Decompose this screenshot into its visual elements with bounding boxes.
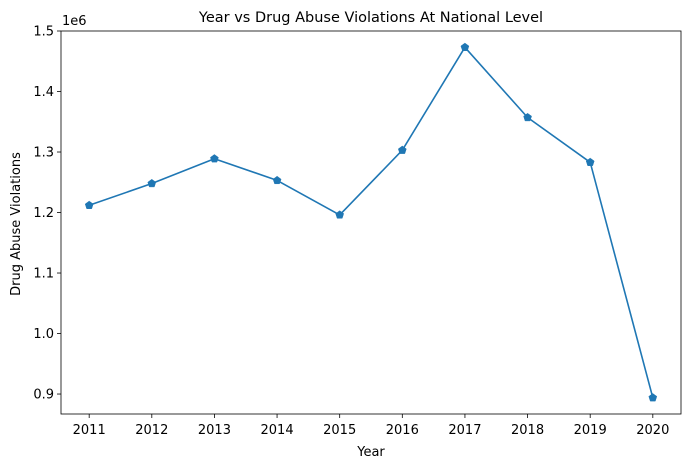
chart-title: Year vs Drug Abuse Violations At Nationa… <box>198 10 543 26</box>
x-tick-label: 2017 <box>448 423 481 438</box>
y-tick-label: 1.2 <box>33 206 54 221</box>
data-point-marker <box>84 200 94 209</box>
data-point-marker <box>210 154 219 163</box>
y-tick-label: 1.0 <box>33 327 54 342</box>
y-axis-offset-label: 1e6 <box>62 14 87 29</box>
x-tick-label: 2013 <box>198 423 231 438</box>
y-tick-label: 0.9 <box>33 388 54 403</box>
axes: 0.9 1.0 1.1 1.2 1.3 1.4 1.5 2011 2012 2013 2014 201… <box>33 25 682 438</box>
x-tick-label: 2018 <box>511 423 544 438</box>
plot-area <box>84 42 658 402</box>
y-axis-label: Drug Abuse Violations <box>9 152 24 296</box>
plot-frame <box>60 30 682 415</box>
data-point-marker <box>648 393 658 402</box>
data-point-marker <box>523 112 532 122</box>
data-point-marker <box>460 42 470 51</box>
x-tick-label: 2020 <box>636 423 669 438</box>
y-tick-label: 1.3 <box>33 146 54 161</box>
x-axis-label: Year <box>356 445 385 460</box>
x-tick-label: 2015 <box>323 423 356 438</box>
data-point-marker <box>585 157 595 166</box>
data-point-marker <box>398 145 407 154</box>
data-point-marker <box>147 178 157 188</box>
x-tick-label: 2014 <box>261 423 294 438</box>
data-point-marker <box>272 175 282 185</box>
data-point-marker <box>335 210 344 219</box>
x-tick-label: 2012 <box>135 423 168 438</box>
x-tick-label: 2019 <box>574 423 607 438</box>
series-line <box>88 46 654 398</box>
y-tick-label: 1.5 <box>33 25 54 40</box>
y-tick-label: 1.1 <box>33 267 54 282</box>
x-tick-label: 2016 <box>386 423 419 438</box>
y-tick-label: 1.4 <box>33 85 54 100</box>
x-tick-label: 2011 <box>73 423 106 438</box>
